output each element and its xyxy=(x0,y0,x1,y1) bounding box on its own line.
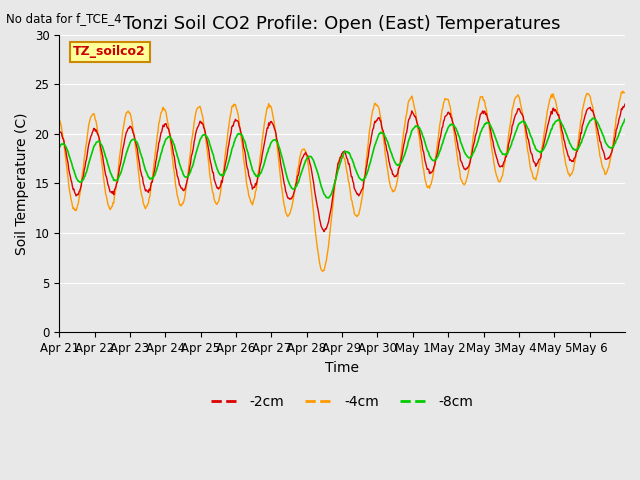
Text: TZ_soilco2: TZ_soilco2 xyxy=(74,46,146,59)
Legend: -2cm, -4cm, -8cm: -2cm, -4cm, -8cm xyxy=(205,390,479,415)
Text: No data for f_TCE_4: No data for f_TCE_4 xyxy=(6,12,122,25)
X-axis label: Time: Time xyxy=(325,360,359,374)
Y-axis label: Soil Temperature (C): Soil Temperature (C) xyxy=(15,112,29,255)
Title: Tonzi Soil CO2 Profile: Open (East) Temperatures: Tonzi Soil CO2 Profile: Open (East) Temp… xyxy=(124,15,561,33)
